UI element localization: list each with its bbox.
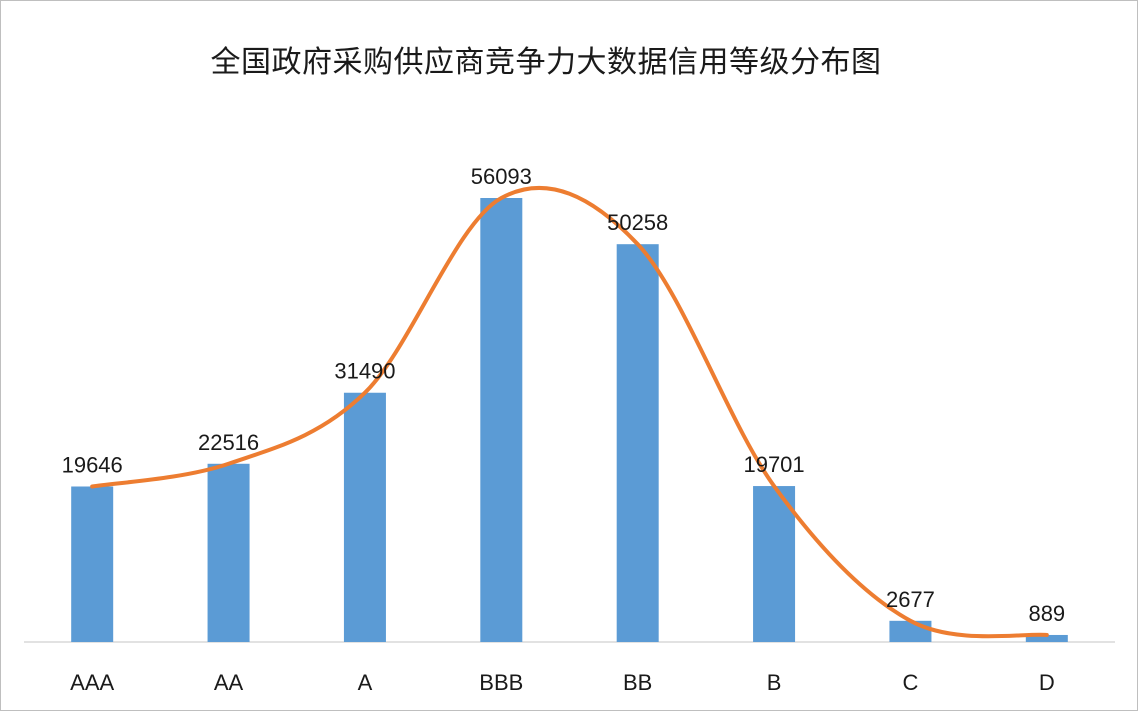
category-label-d: D bbox=[1039, 670, 1055, 695]
category-label-bb: BB bbox=[623, 670, 652, 695]
bar-c bbox=[889, 620, 932, 642]
value-label-c: 2677 bbox=[886, 587, 935, 612]
value-label-b: 19701 bbox=[743, 452, 804, 477]
bar-aa bbox=[207, 463, 250, 642]
value-label-bb: 50258 bbox=[607, 210, 668, 235]
chart-title: 全国政府采购供应商竞争力大数据信用等级分布图 bbox=[210, 45, 882, 80]
value-label-aa: 22516 bbox=[198, 430, 259, 455]
category-label-aa: AA bbox=[214, 670, 244, 695]
value-label-d: 889 bbox=[1028, 601, 1065, 626]
category-label-c: C bbox=[902, 670, 918, 695]
bar-bbb bbox=[480, 198, 523, 642]
category-label-b: B bbox=[767, 670, 782, 695]
bar-d bbox=[1025, 634, 1068, 642]
bar-a bbox=[343, 392, 386, 642]
category-label-aaa: AAA bbox=[70, 670, 114, 695]
value-label-bbb: 56093 bbox=[471, 164, 532, 189]
trend-line bbox=[90, 186, 1049, 639]
bar-bb bbox=[616, 244, 659, 642]
bar-aaa bbox=[71, 486, 114, 642]
category-label-bbb: BBB bbox=[479, 670, 523, 695]
bar-b bbox=[753, 486, 796, 642]
value-labels-layer: 19646 22516 31490 56093 50258 19701 2677 889 bbox=[62, 164, 1066, 626]
value-label-a: 31490 bbox=[334, 359, 395, 384]
category-labels-layer: AAA AA A BBB BB B C D bbox=[70, 670, 1055, 695]
category-label-a: A bbox=[358, 670, 373, 695]
bars-layer bbox=[71, 198, 1068, 642]
value-label-aaa: 19646 bbox=[62, 452, 123, 477]
